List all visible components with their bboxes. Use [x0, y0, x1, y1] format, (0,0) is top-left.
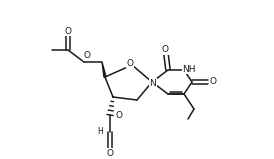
Text: O: O	[64, 27, 72, 35]
Text: O: O	[161, 45, 169, 55]
Text: O: O	[210, 77, 216, 86]
Text: O: O	[107, 149, 113, 158]
Polygon shape	[102, 62, 106, 77]
Text: O: O	[84, 52, 90, 61]
Text: O: O	[127, 59, 133, 68]
Text: H: H	[97, 128, 103, 136]
Text: O: O	[116, 111, 122, 121]
Text: N: N	[150, 79, 156, 87]
Text: NH: NH	[182, 65, 196, 73]
